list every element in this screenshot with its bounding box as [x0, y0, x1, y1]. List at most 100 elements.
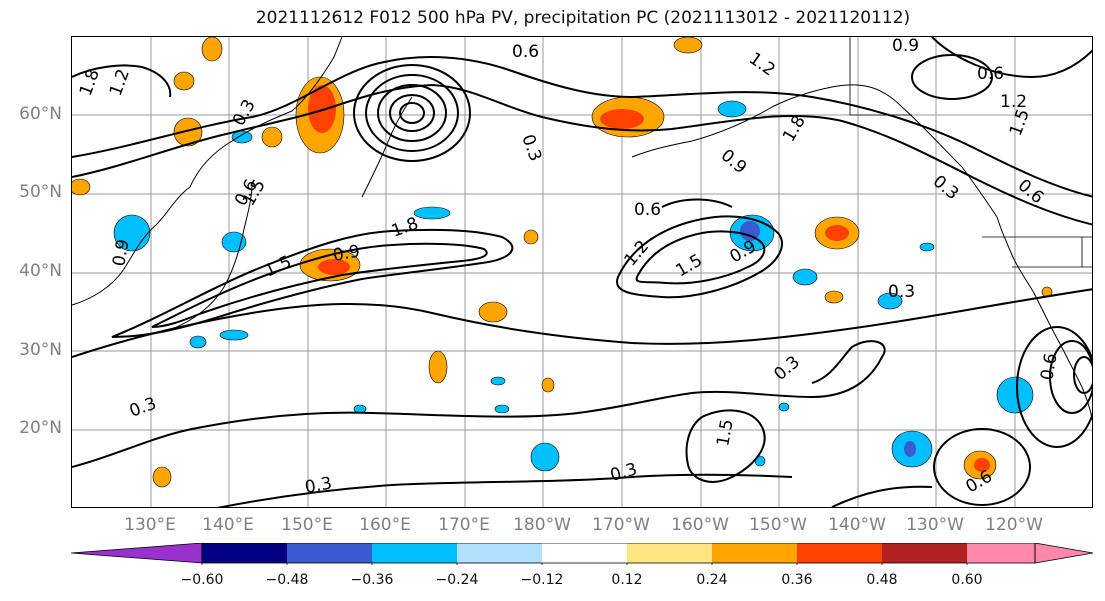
contour-label: 1.5	[713, 418, 737, 448]
pv-contour	[1049, 340, 1092, 414]
precip-blob	[824, 290, 844, 304]
pv-contour	[72, 340, 886, 468]
pv-contour	[399, 102, 425, 124]
contour-label: 0.3	[929, 172, 963, 205]
precip-blob	[428, 350, 448, 384]
pv-contour	[111, 228, 514, 338]
precip-blob	[673, 37, 703, 54]
colorbar-tick-label: −0.24	[435, 572, 479, 588]
precip-blob	[778, 402, 790, 412]
colorbar-tick-label: −0.48	[265, 572, 309, 588]
precip-blob	[318, 259, 350, 275]
map-plot: 0.6 1.2 0.9 0.6 1.2 1.5 0.3 1.8 0.9 0.3 …	[72, 37, 1092, 507]
contour-label: 0.3	[608, 460, 639, 486]
lat-label-50n: 50°N	[19, 182, 62, 202]
map-title: 2021112612 F012 500 hPa PV, precipitatio…	[255, 8, 911, 28]
contour-label: 0.9	[717, 146, 751, 179]
colorbar-bin	[287, 543, 372, 563]
pv-contour	[1016, 326, 1092, 448]
colorbar-bin	[797, 543, 882, 563]
contour-label: 0.3	[517, 132, 545, 164]
precip-blob	[478, 301, 508, 323]
precip-blob	[717, 100, 747, 118]
pv-contour	[217, 473, 793, 507]
precip-blob	[740, 221, 760, 241]
contour-label: 0.9	[892, 37, 919, 56]
precip-blob	[825, 225, 849, 241]
pv-contour	[72, 83, 1092, 226]
colorbar-tick-label: 0.48	[866, 572, 898, 588]
colorbar-tick-label: 0.12	[611, 572, 643, 588]
lon-label: 130°E	[124, 515, 176, 535]
contour-label: 0.6	[977, 64, 1004, 84]
precip-blob	[996, 376, 1034, 414]
lat-label-20n: 20°N	[19, 418, 62, 438]
precip-blob	[72, 178, 91, 196]
pv-contour	[685, 409, 766, 483]
precip-blob	[201, 37, 223, 62]
asia-coast	[72, 37, 343, 306]
precip-blob	[189, 335, 207, 349]
colorbar-tick-label: −0.60	[180, 572, 224, 588]
pv-contour	[72, 288, 1092, 358]
pv-contour	[616, 215, 783, 299]
colorbar-tick-label: −0.12	[520, 572, 564, 588]
precip-blob	[173, 71, 195, 91]
colorbar-extend-min	[71, 543, 203, 564]
north-america-coast	[996, 216, 1092, 421]
contour-label: 0.9	[109, 238, 133, 268]
graticule	[72, 37, 1092, 507]
colorbar	[71, 543, 1094, 565]
precip-blob	[523, 229, 539, 245]
precip-blob	[600, 109, 644, 129]
contour-label: 0.3	[127, 394, 159, 422]
precip-blob	[919, 242, 935, 252]
lon-label: 170°W	[592, 515, 650, 535]
colorbar-bin	[882, 543, 967, 563]
precip-blob	[494, 404, 510, 414]
pv-contour	[635, 230, 766, 285]
precip-blob	[261, 126, 283, 148]
colorbar-tick-label: 0.60	[951, 572, 983, 588]
precip-blob	[219, 329, 249, 341]
lat-label-30n: 30°N	[19, 340, 62, 360]
contour-label: 0.6	[634, 200, 661, 220]
pv-contour	[72, 64, 172, 98]
pv-contour	[933, 428, 1031, 506]
contour-labels: 0.6 1.2 0.9 0.6 1.2 1.5 0.3 1.8 0.9 0.3 …	[76, 37, 1062, 498]
pv-contour	[353, 64, 471, 162]
precip-blob	[904, 441, 916, 457]
pv-contours	[72, 37, 1092, 507]
colorbar-tick-label: 0.36	[781, 572, 813, 588]
contour-label: 1.2	[745, 49, 779, 81]
lon-label: 120°W	[985, 515, 1043, 535]
precip-blob	[490, 376, 506, 386]
precip-blob	[308, 85, 336, 133]
us-interior-border	[1012, 237, 1092, 268]
precip-blob	[413, 206, 451, 220]
colorbar-bin	[712, 543, 797, 563]
colorbar-tick-label: −0.36	[350, 572, 394, 588]
colorbar-bin	[542, 543, 627, 563]
lon-label: 150°E	[281, 515, 333, 535]
lat-label-60n: 60°N	[19, 104, 62, 124]
contour-label: 1.2	[106, 66, 134, 98]
precip-anomaly-fill	[72, 37, 1053, 488]
lon-label: 140°E	[202, 515, 254, 535]
pv-contour	[377, 84, 447, 142]
colorbar-bin	[202, 543, 287, 563]
precip-blob	[974, 458, 990, 472]
precip-blob	[152, 466, 172, 488]
lon-label: 160°W	[671, 515, 729, 535]
contour-label: 1.2	[1000, 92, 1027, 112]
lon-label: 170°E	[438, 515, 490, 535]
contour-label: 0.3	[229, 96, 260, 129]
lon-label: 140°W	[828, 515, 886, 535]
pv-contour	[389, 94, 435, 132]
lon-label: 130°W	[906, 515, 964, 535]
lon-label: 180°W	[513, 515, 571, 535]
pv-contour	[151, 242, 488, 328]
pv-contour	[911, 54, 993, 100]
colorbar-bin	[457, 543, 542, 563]
lon-label: 160°E	[359, 515, 411, 535]
